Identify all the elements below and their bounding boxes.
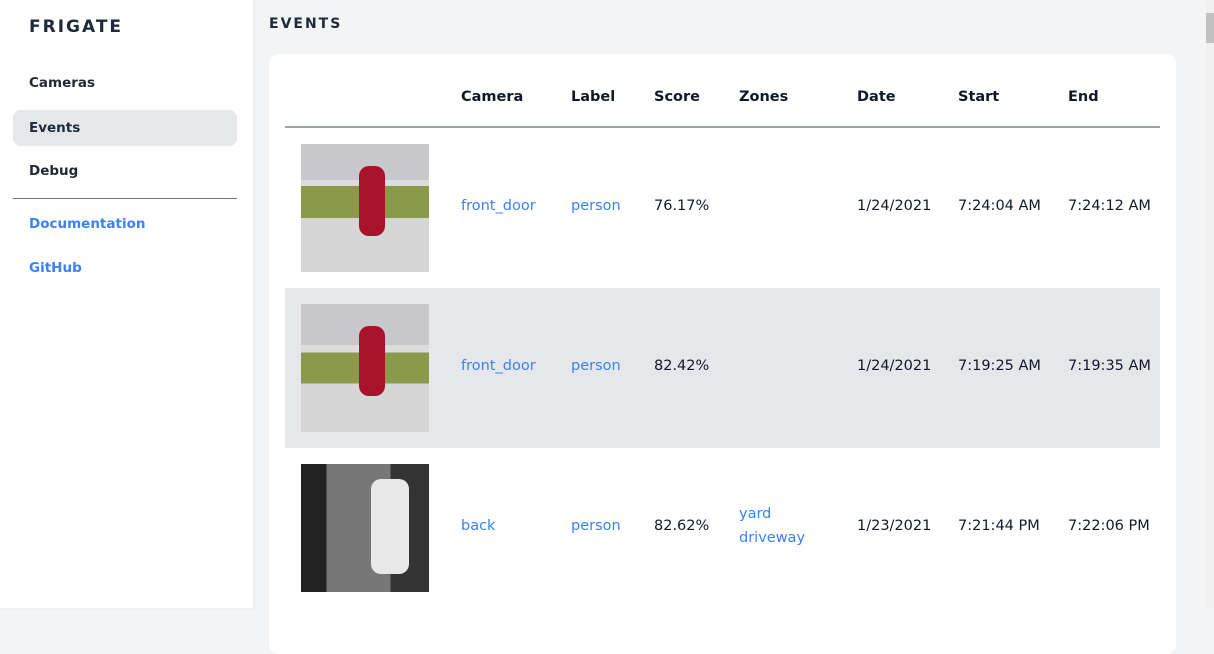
- header-score: Score: [654, 89, 700, 105]
- header-divider: [285, 126, 1160, 128]
- sidebar-divider: [13, 198, 237, 199]
- label-link[interactable]: person: [571, 198, 621, 214]
- end-time: 7:19:35 AM: [1068, 358, 1151, 374]
- sidebar-item-debug[interactable]: Debug: [29, 163, 79, 179]
- event-thumbnail[interactable]: [301, 304, 429, 432]
- start-time: 7:24:04 AM: [958, 198, 1041, 214]
- page-title: EVENTS: [269, 16, 343, 32]
- start-time: 7:19:25 AM: [958, 358, 1041, 374]
- zone-link[interactable]: yard: [739, 506, 772, 522]
- table-row[interactable]: back person 82.62% yard driveway 1/23/20…: [285, 448, 1160, 608]
- date: 1/23/2021: [857, 518, 932, 534]
- label-link[interactable]: person: [571, 358, 621, 374]
- header-date: Date: [857, 89, 896, 105]
- header-zones: Zones: [739, 89, 789, 105]
- sidebar: FRIGATE Cameras Events Debug Documentati…: [0, 0, 253, 608]
- event-thumbnail[interactable]: [301, 144, 429, 272]
- scrollbar-thumb[interactable]: [1206, 13, 1214, 43]
- table-row[interactable]: front_door person 76.17% 1/24/2021 7:24:…: [285, 128, 1160, 288]
- label-link[interactable]: person: [571, 518, 621, 534]
- start-time: 7:21:44 PM: [958, 518, 1040, 534]
- sidebar-item-events[interactable]: Events: [13, 110, 237, 146]
- zone-link[interactable]: driveway: [739, 530, 806, 546]
- sidebar-link-documentation[interactable]: Documentation: [29, 216, 146, 232]
- events-table: Camera Label Score Zones Date Start End …: [269, 54, 1176, 654]
- camera-link[interactable]: back: [461, 518, 496, 534]
- end-time: 7:22:06 PM: [1068, 518, 1150, 534]
- scrollbar[interactable]: [1206, 0, 1214, 608]
- header-start: Start: [958, 89, 1000, 105]
- table-row[interactable]: front_door person 82.42% 1/24/2021 7:19:…: [285, 288, 1160, 448]
- score: 76.17%: [654, 198, 710, 214]
- camera-link[interactable]: front_door: [461, 198, 536, 214]
- sidebar-item-cameras[interactable]: Cameras: [29, 75, 96, 91]
- date: 1/24/2021: [857, 358, 932, 374]
- score: 82.42%: [654, 358, 710, 374]
- date: 1/24/2021: [857, 198, 932, 214]
- camera-link[interactable]: front_door: [461, 358, 536, 374]
- app-logo: FRIGATE: [29, 17, 124, 37]
- header-camera: Camera: [461, 89, 524, 105]
- end-time: 7:24:12 AM: [1068, 198, 1151, 214]
- event-thumbnail[interactable]: [301, 464, 429, 592]
- header-end: End: [1068, 89, 1099, 105]
- header-label: Label: [571, 89, 616, 105]
- sidebar-link-github[interactable]: GitHub: [29, 260, 82, 276]
- score: 82.62%: [654, 518, 710, 534]
